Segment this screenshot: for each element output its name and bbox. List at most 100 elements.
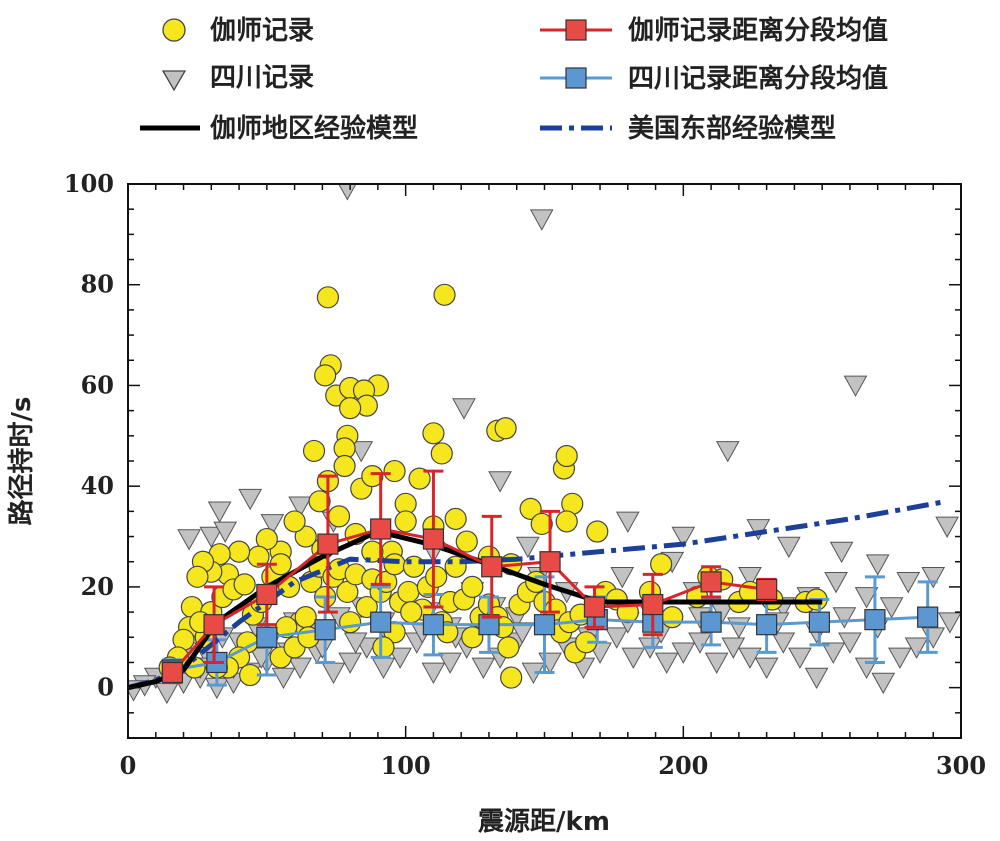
jiashi-point (314, 364, 337, 387)
jiashi-point (227, 540, 251, 563)
axis-labels: 震源距/km 路径持时/s (6, 397, 610, 837)
sichuan-point (888, 647, 912, 669)
sichuan-mean-marker (256, 626, 278, 648)
sichuan-point (896, 572, 921, 594)
jiashi-mean-marker (583, 596, 606, 618)
jiashi-point (425, 565, 448, 588)
sichuan-mean-marker (864, 609, 886, 631)
jiashi-point (494, 417, 517, 440)
jiashi-point (383, 459, 406, 483)
sichuan-point (371, 657, 396, 679)
jiashi-point (397, 580, 420, 604)
jiashi-point (400, 600, 423, 624)
jiashi-point (530, 512, 553, 536)
legend-entry-jiashi-model: 伽师地区经验模型 (140, 113, 418, 144)
y-tick-label: 0 (97, 673, 114, 702)
legend-label-jiashi-model: 伽师地区经验模型 (210, 113, 418, 144)
sichuan-mean-marker (917, 606, 939, 628)
jiashi-point (555, 444, 578, 468)
jiashi-point (394, 510, 417, 533)
jiashi-point (361, 465, 384, 488)
jiashi-point (294, 525, 317, 548)
jiashi-point (361, 540, 384, 563)
jiashi-mean-marker (422, 528, 445, 550)
sichuan-point (671, 526, 696, 549)
jiashi-point (302, 439, 326, 463)
sichuan-point (610, 566, 635, 589)
jiashi-point (650, 553, 673, 576)
jiashi-point (661, 606, 684, 629)
sichuan-mean-marker (314, 619, 336, 641)
sichuan-point (177, 529, 201, 551)
jiashi-point (444, 507, 467, 531)
sichuan-point (510, 622, 535, 644)
sichuan-point (452, 398, 476, 420)
sichuan-point (207, 501, 232, 523)
jiashi-point (333, 454, 356, 478)
sichuan-point (271, 667, 296, 690)
sichuan-point (838, 632, 862, 654)
sichuan-point (904, 637, 929, 659)
jiashi-mean-marker (756, 578, 778, 601)
y-tick-label: 80 (81, 270, 114, 299)
sichuan-point (621, 647, 646, 669)
jiashi-mean-marker (161, 661, 184, 684)
jiashi-mean-marker (539, 551, 561, 573)
legend: 伽师记录 伽师记录距离分段均值 四川记录 四川记录距离分段均值 伽师地区经验模型… (140, 15, 888, 144)
jiashi-point (497, 636, 520, 659)
sichuan-point (727, 617, 751, 639)
sichuan-point (338, 184, 357, 201)
sichuan-point (821, 642, 846, 664)
sichuan-point (421, 662, 446, 685)
sichuan-point (288, 496, 313, 518)
sichuan-point (788, 647, 812, 669)
legend-label-sichuan-points: 四川记录 (210, 63, 314, 93)
y-axis-title: 路径持时/s (6, 397, 37, 526)
legend-marker-sichuan-mean (565, 67, 587, 89)
sichuan-point (388, 647, 412, 669)
sichuan-mean-marker (808, 611, 830, 633)
sichuan-point (671, 642, 696, 664)
us-model-line (128, 498, 948, 691)
sichuan-point (488, 471, 512, 493)
sichuan-point (343, 632, 368, 654)
sichuan-point (155, 682, 179, 705)
jiashi-mean-marker (317, 533, 339, 555)
jiashi-point (283, 510, 306, 533)
x-tick-label: 200 (658, 751, 708, 780)
sichuan-point (871, 672, 896, 695)
jiashi-point (186, 565, 209, 588)
sichuan-point (529, 209, 554, 231)
jiashi-mean-marker (370, 518, 392, 540)
jiashi-point (455, 530, 478, 553)
sichuan-point (321, 662, 346, 685)
sichuan-point (854, 587, 879, 609)
jiashi-point (519, 497, 542, 520)
jiashi-point (430, 442, 453, 465)
sichuan-mean-marker (533, 614, 556, 636)
sichuan-point (654, 652, 679, 674)
jiashi-point (372, 636, 395, 659)
sichuan-point (260, 514, 285, 536)
sichuan-mean-marker (370, 611, 392, 633)
sichuan-mean-marker (700, 611, 722, 633)
jiashi-point (327, 505, 351, 528)
jiashi-point (339, 611, 362, 634)
sichuan-point (804, 667, 829, 690)
sichuan-point (349, 441, 374, 463)
sichuan-point (776, 536, 801, 559)
plot-area (128, 184, 961, 705)
sichuan-point (604, 627, 629, 649)
jiashi-point (408, 467, 431, 490)
sichuan-point (515, 536, 540, 559)
sichuan-point (715, 441, 740, 463)
legend-label-sichuan-mean: 四川记录距离分段均值 (628, 63, 888, 94)
x-axis-title: 震源距/km (478, 807, 610, 837)
sichuan-point (338, 652, 362, 674)
jiashi-mean-marker (481, 556, 503, 578)
legend-label-us-model: 美国东部经验模型 (628, 113, 836, 144)
legend-label-jiashi-points: 伽师记录 (210, 16, 314, 46)
sichuan-point (238, 488, 263, 511)
sichuan-point (824, 572, 848, 594)
